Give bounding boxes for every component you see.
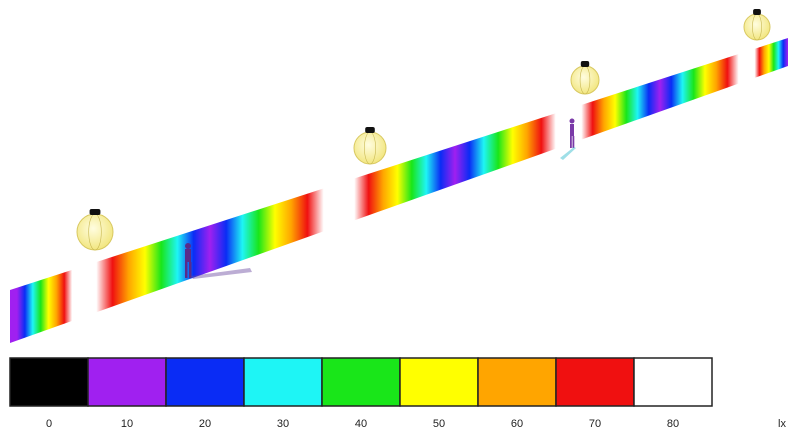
legend-swatch [9, 357, 89, 407]
legend-label: 0 [46, 418, 52, 430]
legend-label: 20 [199, 418, 211, 430]
pedestrian [560, 118, 576, 160]
legend-label: 30 [277, 418, 289, 430]
legend-swatch [165, 357, 245, 407]
road-illuminance [10, 38, 788, 343]
street-lamp [570, 61, 600, 95]
legend-swatch [87, 357, 167, 407]
legend-swatch [243, 357, 323, 407]
legend-swatch [477, 357, 557, 407]
street-lamp [76, 209, 114, 251]
color-legend: 0 10 20 30 40 50 60 70 80 lx [9, 357, 786, 430]
legend-swatch [399, 357, 479, 407]
street-lamp [743, 9, 771, 41]
legend-label: 50 [433, 418, 445, 430]
legend-swatch [321, 357, 401, 407]
legend-label: 70 [589, 418, 601, 430]
legend-label: 10 [121, 418, 133, 430]
legend-unit: lx [778, 418, 786, 430]
legend-swatch [555, 357, 635, 407]
pedestrian [185, 243, 252, 279]
street-lamp [353, 127, 387, 165]
legend-label: 60 [511, 418, 523, 430]
legend-label: 80 [667, 418, 679, 430]
legend-label: 40 [355, 418, 367, 430]
legend-swatch [633, 357, 713, 407]
